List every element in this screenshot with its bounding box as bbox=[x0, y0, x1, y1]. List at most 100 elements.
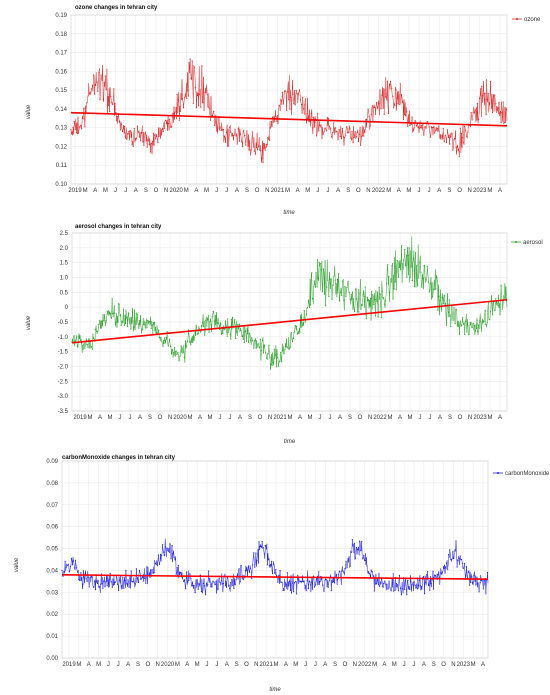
data-point bbox=[461, 137, 464, 139]
data-point bbox=[141, 132, 143, 134]
data-point bbox=[74, 567, 76, 569]
data-point bbox=[81, 128, 83, 130]
data-point bbox=[423, 265, 425, 267]
data-point bbox=[330, 278, 332, 280]
data-point bbox=[183, 356, 185, 359]
x-tick-label: M bbox=[208, 415, 213, 421]
data-point bbox=[448, 311, 450, 314]
data-point bbox=[225, 586, 228, 588]
data-point bbox=[75, 559, 77, 561]
data-point bbox=[281, 361, 283, 363]
data-point bbox=[194, 592, 196, 594]
data-point bbox=[260, 545, 262, 548]
x-tick-label: A bbox=[194, 188, 198, 194]
data-point bbox=[131, 144, 133, 146]
data-point bbox=[271, 364, 273, 366]
data-point bbox=[384, 300, 387, 302]
data-point bbox=[127, 579, 129, 581]
data-point bbox=[438, 125, 440, 127]
data-point bbox=[311, 272, 313, 274]
data-point bbox=[142, 577, 144, 579]
data-point bbox=[262, 352, 265, 354]
data-point bbox=[272, 116, 274, 118]
data-point bbox=[184, 579, 186, 581]
legend-marker bbox=[497, 472, 499, 474]
data-point bbox=[445, 324, 448, 326]
data-point bbox=[205, 320, 207, 322]
data-point bbox=[112, 313, 114, 315]
data-point bbox=[120, 123, 122, 125]
data-point bbox=[213, 581, 215, 583]
data-point bbox=[252, 564, 254, 566]
data-point bbox=[318, 130, 320, 132]
data-point bbox=[240, 141, 243, 143]
data-point bbox=[325, 129, 327, 131]
legend: carbonMonoxide bbox=[493, 471, 550, 477]
data-point bbox=[398, 103, 400, 106]
data-point bbox=[323, 590, 325, 592]
data-point bbox=[155, 331, 158, 333]
data-point bbox=[176, 567, 178, 569]
data-point bbox=[293, 591, 295, 593]
data-point bbox=[380, 108, 382, 110]
data-point bbox=[229, 126, 231, 128]
data-point bbox=[284, 585, 286, 587]
x-tick-label: M bbox=[487, 188, 492, 194]
y-tick-label: 0.08 bbox=[46, 481, 58, 487]
data-point bbox=[61, 569, 63, 571]
data-point bbox=[249, 332, 251, 334]
data-point bbox=[234, 583, 236, 585]
chart-2: aerosol changes in tehran city 2.5 2.0 1.5 1… bbox=[26, 224, 543, 445]
data-point bbox=[253, 347, 255, 349]
data-point bbox=[484, 309, 486, 311]
data-point bbox=[130, 328, 132, 330]
data-point bbox=[123, 587, 125, 589]
data-point bbox=[318, 261, 320, 263]
data-point bbox=[103, 81, 105, 84]
data-point bbox=[237, 323, 239, 325]
data-point bbox=[341, 570, 343, 573]
data-point bbox=[129, 130, 131, 132]
data-point bbox=[357, 311, 359, 313]
data-point bbox=[424, 126, 426, 128]
data-point bbox=[373, 106, 376, 108]
x-tick-label: O bbox=[356, 188, 361, 194]
data-point bbox=[275, 366, 277, 368]
data-point bbox=[449, 549, 451, 551]
data-point bbox=[449, 143, 451, 145]
data-point bbox=[361, 304, 363, 306]
data-point bbox=[420, 586, 423, 588]
data-point bbox=[459, 127, 461, 129]
x-tick-label: O bbox=[458, 415, 463, 421]
data-point bbox=[380, 581, 382, 583]
data-point bbox=[419, 261, 421, 264]
data-point bbox=[81, 577, 83, 579]
data-point bbox=[475, 327, 478, 330]
data-point bbox=[441, 571, 443, 573]
data-point bbox=[208, 570, 210, 572]
y-tick-label: 0.11 bbox=[56, 163, 68, 169]
x-tick-label: J bbox=[419, 415, 422, 421]
data-point bbox=[199, 331, 201, 333]
data-point bbox=[436, 573, 438, 575]
data-point bbox=[502, 101, 504, 103]
data-point bbox=[372, 294, 374, 296]
data-point bbox=[302, 580, 304, 582]
x-tick-label: J bbox=[403, 662, 406, 668]
data-point bbox=[239, 133, 242, 135]
data-point bbox=[113, 312, 115, 314]
data-point bbox=[275, 115, 277, 117]
data-point bbox=[77, 571, 79, 573]
data-point bbox=[70, 129, 72, 131]
data-point bbox=[412, 582, 414, 584]
legend-label: ozone bbox=[524, 17, 541, 23]
data-point bbox=[62, 575, 64, 577]
data-point bbox=[154, 563, 156, 565]
data-point bbox=[229, 587, 231, 590]
data-point bbox=[332, 284, 334, 286]
x-tick-label: O bbox=[154, 188, 159, 194]
data-point bbox=[282, 350, 284, 352]
data-point bbox=[281, 91, 283, 93]
data-point bbox=[431, 126, 434, 129]
